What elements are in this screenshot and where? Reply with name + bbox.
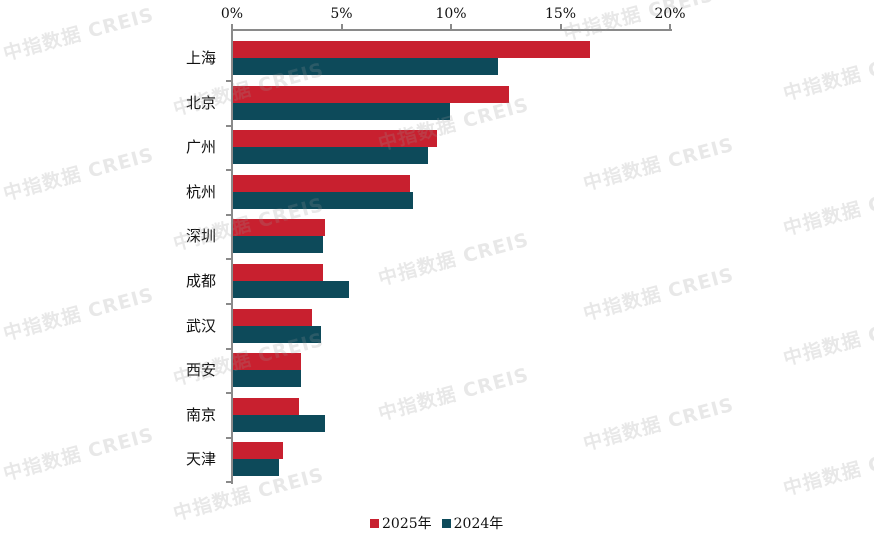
y-tick-mark xyxy=(226,347,233,350)
legend-item-2025: 2025年 xyxy=(370,513,432,533)
y-tick-mark xyxy=(226,392,233,395)
bar-2025 xyxy=(233,219,325,237)
x-tick-mark xyxy=(559,24,562,31)
x-tick-mark xyxy=(340,24,343,31)
category-label: 深圳 xyxy=(186,227,217,246)
bar-2024 xyxy=(233,370,301,388)
y-tick-mark xyxy=(226,213,233,216)
bar-2024 xyxy=(233,191,413,209)
bar-2024 xyxy=(233,414,325,432)
bar-2025 xyxy=(233,264,323,281)
bar-2025 xyxy=(233,41,590,58)
bar-2025 xyxy=(233,174,411,192)
y-tick-mark xyxy=(226,303,233,305)
bar-2025 xyxy=(233,85,509,103)
category-label: 成都 xyxy=(186,272,217,290)
y-tick-mark xyxy=(226,124,233,127)
bar-2024 xyxy=(233,459,279,477)
x-tick-mark xyxy=(231,24,233,31)
category-label: 西安 xyxy=(186,361,217,380)
y-tick-mark xyxy=(226,258,233,261)
y-tick-mark xyxy=(226,481,233,484)
category-label: 武汉 xyxy=(186,316,217,335)
x-tick-label: 10% xyxy=(435,6,467,22)
bar-2024 xyxy=(233,236,323,254)
legend-swatch-2024 xyxy=(441,518,451,528)
category-label: 北京 xyxy=(186,93,217,112)
category-label: 广州 xyxy=(186,138,217,157)
category-label: 上海 xyxy=(186,49,217,67)
y-axis-line xyxy=(231,30,233,484)
bar-2024 xyxy=(233,147,428,165)
bar-2025 xyxy=(233,442,284,460)
bar-2025 xyxy=(233,130,437,148)
category-label: 杭州 xyxy=(186,182,217,201)
x-tick-label: 0% xyxy=(220,6,244,22)
legend-swatch-2025 xyxy=(370,518,379,528)
y-tick-mark xyxy=(226,436,233,439)
y-tick-mark xyxy=(226,169,233,172)
legend: 2025年 2024年 xyxy=(370,513,509,533)
legend-label-2025: 2025年 xyxy=(382,516,432,532)
bar-2025 xyxy=(233,353,301,371)
bar-2025 xyxy=(233,308,312,326)
x-tick-mark xyxy=(450,24,452,31)
bar-2024 xyxy=(233,102,450,120)
legend-item-2024: 2024年 xyxy=(441,513,504,533)
x-tick-label: 15% xyxy=(544,6,577,22)
bar-2024 xyxy=(233,58,498,75)
x-tick-label: 20% xyxy=(654,6,686,22)
category-label: 南京 xyxy=(186,405,217,424)
legend-label-2024: 2024年 xyxy=(453,516,504,532)
category-label: 天津 xyxy=(186,450,217,469)
x-tick-mark xyxy=(669,24,671,31)
x-axis-line xyxy=(232,29,672,31)
y-tick-mark xyxy=(226,80,233,82)
bar-2024 xyxy=(233,325,321,343)
x-tick-label: 5% xyxy=(330,6,353,22)
bar-2024 xyxy=(233,281,350,298)
bar-2025 xyxy=(233,397,299,415)
